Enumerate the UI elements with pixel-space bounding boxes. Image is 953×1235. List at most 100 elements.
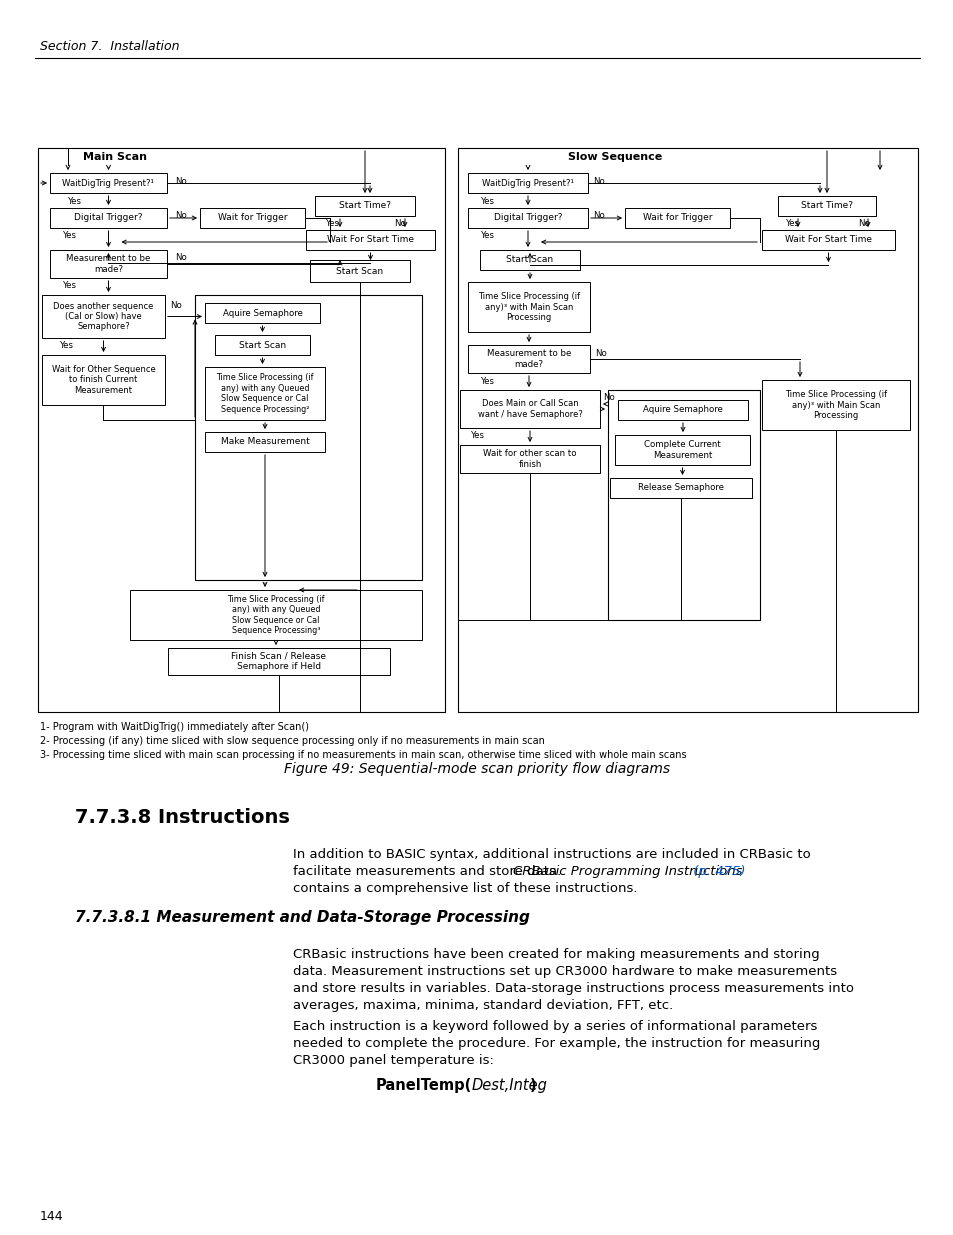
Text: Digital Trigger?: Digital Trigger?: [494, 214, 561, 222]
FancyBboxPatch shape: [459, 445, 599, 473]
Text: Time Slice Processing (if
any) with any Queued
Slow Sequence or Cal
Sequence Pro: Time Slice Processing (if any) with any …: [216, 373, 314, 414]
Text: Finish Scan / Release
Semaphore if Held: Finish Scan / Release Semaphore if Held: [232, 652, 326, 671]
FancyBboxPatch shape: [479, 249, 579, 270]
Text: 144: 144: [40, 1210, 64, 1223]
FancyBboxPatch shape: [468, 345, 589, 373]
Text: Yes: Yes: [471, 431, 484, 441]
Text: No: No: [858, 220, 869, 228]
Text: data. Measurement instructions set up CR3000 hardware to make measurements: data. Measurement instructions set up CR…: [293, 965, 836, 978]
FancyBboxPatch shape: [468, 173, 587, 193]
FancyBboxPatch shape: [761, 380, 909, 430]
FancyBboxPatch shape: [609, 478, 751, 498]
Text: Wait for Trigger: Wait for Trigger: [217, 214, 287, 222]
FancyBboxPatch shape: [214, 335, 310, 354]
Text: Does Main or Call Scan
want / have Semaphore?: Does Main or Call Scan want / have Semap…: [477, 399, 582, 419]
FancyBboxPatch shape: [205, 303, 319, 324]
Text: Make Measurement: Make Measurement: [220, 437, 309, 447]
Text: Start Time?: Start Time?: [801, 201, 852, 210]
Text: No: No: [174, 211, 187, 221]
Text: 7.7.3.8.1 Measurement and Data-Storage Processing: 7.7.3.8.1 Measurement and Data-Storage P…: [75, 910, 529, 925]
Text: Figure 49: Sequential-mode scan priority flow diagrams: Figure 49: Sequential-mode scan priority…: [284, 762, 669, 776]
FancyBboxPatch shape: [200, 207, 305, 228]
FancyBboxPatch shape: [130, 590, 421, 640]
Text: CRBasic Programming Instructions: CRBasic Programming Instructions: [513, 864, 741, 878]
Text: Start Time?: Start Time?: [338, 201, 391, 210]
Text: 2- Processing (if any) time sliced with slow sequence processing only if no meas: 2- Processing (if any) time sliced with …: [40, 736, 544, 746]
Text: Measurement to be
made?: Measurement to be made?: [67, 254, 151, 274]
Text: Time Slice Processing (if
any)³ with Main Scan
Processing: Time Slice Processing (if any)³ with Mai…: [784, 390, 886, 420]
Text: Start Scan: Start Scan: [238, 341, 286, 350]
FancyBboxPatch shape: [459, 390, 599, 429]
FancyBboxPatch shape: [50, 173, 167, 193]
Text: WaitDigTrig Present?¹: WaitDigTrig Present?¹: [481, 179, 574, 188]
FancyBboxPatch shape: [618, 400, 747, 420]
Text: No: No: [174, 177, 187, 185]
FancyBboxPatch shape: [42, 354, 165, 405]
Text: contains a comprehensive list of these instructions.: contains a comprehensive list of these i…: [293, 882, 637, 895]
Text: Release Semaphore: Release Semaphore: [638, 483, 723, 493]
FancyBboxPatch shape: [168, 648, 390, 676]
Text: averages, maxima, minima, standard deviation, FFT, etc.: averages, maxima, minima, standard devia…: [293, 999, 673, 1011]
Text: needed to complete the procedure. For example, the instruction for measuring: needed to complete the procedure. For ex…: [293, 1037, 820, 1050]
Text: Wait for Trigger: Wait for Trigger: [642, 214, 712, 222]
Text: (p. 475): (p. 475): [688, 864, 744, 878]
FancyBboxPatch shape: [314, 196, 415, 216]
Text: Does another sequence
(Cal or Slow) have
Semaphore?: Does another sequence (Cal or Slow) have…: [53, 301, 153, 331]
FancyBboxPatch shape: [310, 261, 410, 282]
Text: No: No: [394, 220, 405, 228]
Text: Time Slice Processing (if
any) with any Queued
Slow Sequence or Cal
Sequence Pro: Time Slice Processing (if any) with any …: [227, 595, 324, 635]
Text: Wait for Other Sequence
to finish Current
Measurement: Wait for Other Sequence to finish Curren…: [51, 366, 155, 395]
Text: CR3000 panel temperature is:: CR3000 panel temperature is:: [293, 1053, 494, 1067]
Text: Yes: Yes: [63, 231, 77, 241]
Text: CRBasic instructions have been created for making measurements and storing: CRBasic instructions have been created f…: [293, 948, 819, 961]
Text: In addition to BASIC syntax, additional instructions are included in CRBasic to: In addition to BASIC syntax, additional …: [293, 848, 810, 861]
Text: Yes: Yes: [480, 377, 495, 385]
Text: No: No: [593, 211, 604, 221]
Text: Start Scan: Start Scan: [506, 256, 553, 264]
Text: Wait for other scan to
finish: Wait for other scan to finish: [483, 450, 577, 469]
Text: Yes: Yes: [63, 282, 77, 290]
Text: Yes: Yes: [326, 220, 339, 228]
Text: Wait For Start Time: Wait For Start Time: [784, 236, 871, 245]
FancyBboxPatch shape: [761, 230, 894, 249]
FancyBboxPatch shape: [205, 432, 325, 452]
Text: Each instruction is a keyword followed by a series of informational parameters: Each instruction is a keyword followed b…: [293, 1020, 817, 1032]
Text: 7.7.3.8 Instructions: 7.7.3.8 Instructions: [75, 808, 290, 827]
Text: WaitDigTrig Present?¹: WaitDigTrig Present?¹: [63, 179, 154, 188]
Text: No: No: [170, 300, 182, 310]
Text: ): ): [530, 1078, 536, 1093]
Text: Slow Sequence: Slow Sequence: [567, 152, 661, 162]
FancyBboxPatch shape: [607, 390, 760, 620]
Text: PanelTemp(: PanelTemp(: [375, 1078, 472, 1093]
Text: Dest,Integ: Dest,Integ: [472, 1078, 547, 1093]
Text: Time Slice Processing (if
any)³ with Main Scan
Processing: Time Slice Processing (if any)³ with Mai…: [477, 293, 579, 322]
Text: Yes: Yes: [60, 342, 74, 351]
Text: 1- Program with WaitDigTrig() immediately after Scan(): 1- Program with WaitDigTrig() immediatel…: [40, 722, 309, 732]
Text: Start Scan: Start Scan: [336, 267, 383, 275]
Text: Yes: Yes: [480, 231, 495, 241]
FancyBboxPatch shape: [468, 282, 589, 332]
FancyBboxPatch shape: [194, 295, 421, 580]
Text: No: No: [174, 253, 187, 263]
Text: Main Scan: Main Scan: [83, 152, 147, 162]
Text: 3- Processing time sliced with main scan processing if no measurements in main s: 3- Processing time sliced with main scan…: [40, 750, 686, 760]
FancyBboxPatch shape: [306, 230, 435, 249]
Text: and store results in variables. Data-storage instructions process measurements i: and store results in variables. Data-sto…: [293, 982, 853, 995]
Text: Section 7.  Installation: Section 7. Installation: [40, 40, 179, 53]
Text: No: No: [602, 394, 614, 403]
Text: Yes: Yes: [785, 220, 800, 228]
Text: Aquire Semaphore: Aquire Semaphore: [642, 405, 722, 415]
FancyBboxPatch shape: [50, 207, 167, 228]
Text: facilitate measurements and store data.: facilitate measurements and store data.: [293, 864, 565, 878]
FancyBboxPatch shape: [205, 367, 325, 420]
Text: Yes: Yes: [480, 196, 495, 205]
Text: Wait For Start Time: Wait For Start Time: [327, 236, 414, 245]
Text: No: No: [595, 348, 606, 357]
Text: No: No: [593, 177, 604, 185]
Text: Aquire Semaphore: Aquire Semaphore: [222, 309, 302, 317]
Text: Measurement to be
made?: Measurement to be made?: [486, 350, 571, 369]
Text: Digital Trigger?: Digital Trigger?: [74, 214, 143, 222]
FancyBboxPatch shape: [50, 249, 167, 278]
FancyBboxPatch shape: [468, 207, 587, 228]
FancyBboxPatch shape: [615, 435, 749, 466]
